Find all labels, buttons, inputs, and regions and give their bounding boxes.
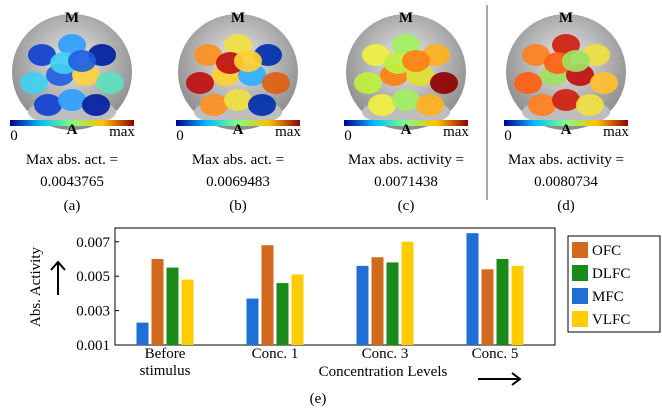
bar (387, 262, 399, 345)
activity-patch (354, 72, 382, 94)
activity-patch (96, 72, 124, 94)
activity-patch (68, 50, 96, 72)
y-axis-label: Abs. Activity (28, 247, 44, 328)
caption-value: 0.0043765 (40, 174, 104, 190)
x-tick-label: Conc. 5 (450, 346, 540, 363)
caption-value: 0.0069483 (206, 174, 270, 190)
activity-patch (416, 94, 444, 116)
bar (497, 259, 509, 345)
bar (512, 266, 524, 345)
scale-max: max (603, 124, 629, 140)
legend-swatch (572, 265, 588, 281)
bottom-label: A (67, 122, 78, 138)
caption: Max abs. activity = (508, 152, 624, 168)
scale-max: max (443, 124, 469, 140)
panel-tag: (d) (557, 198, 575, 214)
activity-patch (82, 94, 110, 116)
x-tick-label: Conc. 3 (340, 346, 430, 363)
chart-tag: (e) (310, 391, 327, 407)
bar (402, 242, 414, 345)
activity-patch (392, 89, 420, 111)
scale-min: 0 (504, 128, 512, 144)
activity-patch (562, 50, 590, 72)
bar (262, 245, 274, 345)
legend-label: OFC (592, 243, 621, 259)
chart: M A 0 max Max abs. act. = 0.0043765 (a) M A 0 max M… (0, 0, 662, 409)
top-label: M (559, 10, 573, 26)
x-tick-label: Conc. 1 (230, 346, 320, 363)
scale-min: 0 (176, 128, 184, 144)
bar (167, 268, 179, 345)
activity-patch (58, 89, 86, 111)
legend-label: VLFC (592, 312, 630, 328)
y-tick-label: 0.003 (76, 304, 110, 320)
caption: Max abs. act. = (26, 152, 118, 168)
bar (292, 274, 304, 345)
legend-label: MFC (592, 289, 624, 305)
activity-patch (262, 72, 290, 94)
top-label: M (399, 10, 413, 26)
activity-patch (200, 94, 228, 116)
caption: Max abs. act. = (192, 152, 284, 168)
activity-patch (590, 72, 618, 94)
activity-patch (20, 72, 48, 94)
top-label: M (65, 10, 79, 26)
y-tick-label: 0.001 (76, 338, 110, 354)
y-tick-label: 0.007 (76, 235, 110, 251)
x-tick-label: Before stimulus (130, 346, 200, 380)
bar (277, 283, 289, 345)
activity-patch (528, 94, 556, 116)
bar (482, 269, 494, 345)
legend-swatch (572, 311, 588, 327)
top-label: M (231, 10, 245, 26)
bar (247, 299, 259, 345)
bar (357, 266, 369, 345)
x-axis-label: Concentration Levels (319, 364, 448, 380)
panel-tag: (c) (398, 198, 415, 214)
bar (467, 233, 479, 345)
activity-patch (552, 89, 580, 111)
activity-patch (368, 94, 396, 116)
activity-patch (224, 89, 252, 111)
bar (372, 257, 384, 345)
activity-patch (514, 72, 542, 94)
y-arrow (51, 262, 65, 295)
activity-patch (234, 50, 262, 72)
activity-patch (34, 94, 62, 116)
bar (152, 259, 164, 345)
figure: M A 0 max Max abs. act. = 0.0043765 (a) M A 0 max M… (0, 0, 662, 409)
panel-tag: (b) (229, 198, 247, 214)
bar (182, 280, 194, 345)
x-arrow (478, 373, 520, 385)
legend-swatch (572, 242, 588, 258)
activity-patch (248, 94, 276, 116)
legend-label: DLFC (592, 266, 630, 282)
bar (137, 323, 149, 345)
activity-patch (430, 72, 458, 94)
activity-patch (576, 94, 604, 116)
scale-min: 0 (344, 128, 352, 144)
activity-patch (186, 72, 214, 94)
scale-max: max (275, 124, 301, 140)
y-tick-label: 0.005 (76, 269, 110, 285)
bottom-label: A (233, 122, 244, 138)
caption-value: 0.0080734 (534, 174, 598, 190)
bottom-label: A (561, 122, 572, 138)
scale-min: 0 (10, 128, 18, 144)
activity-patch (402, 50, 430, 72)
legend-swatch (572, 288, 588, 304)
panel-tag: (a) (64, 198, 81, 214)
scale-max: max (109, 124, 135, 140)
caption-value: 0.0071438 (374, 174, 438, 190)
caption: Max abs. activity = (348, 152, 464, 168)
bottom-label: A (401, 122, 412, 138)
